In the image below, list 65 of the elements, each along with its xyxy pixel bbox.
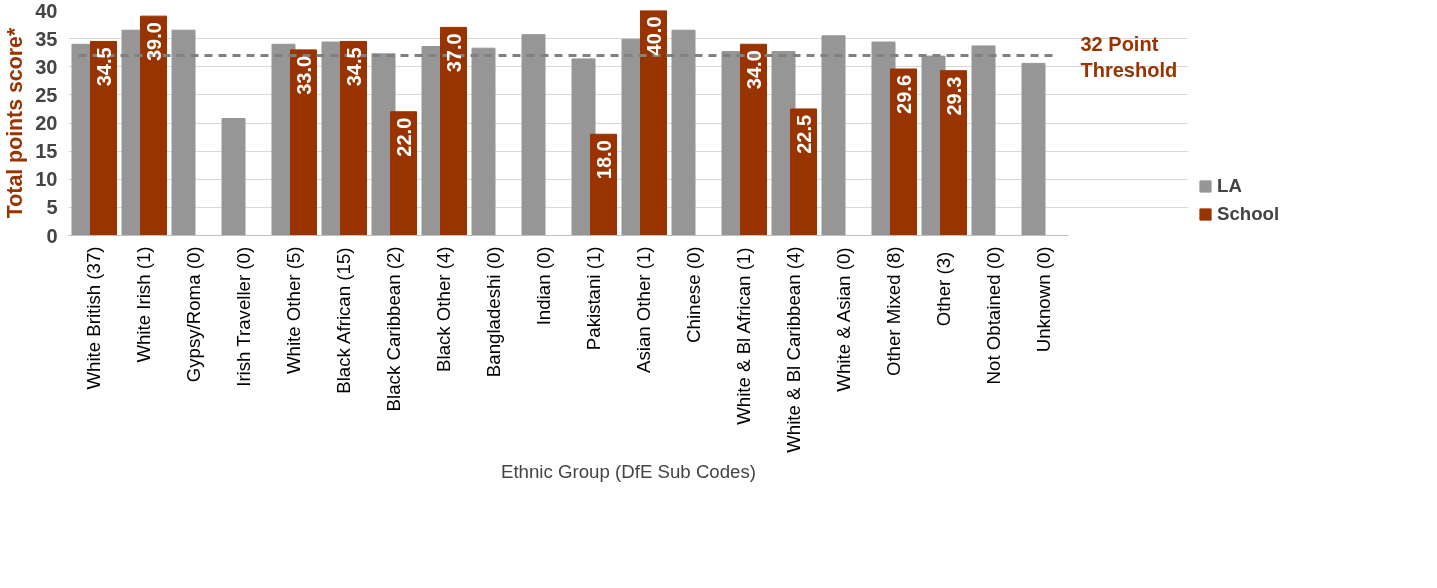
bar — [521, 34, 546, 236]
bar — [740, 43, 767, 236]
legend-label: LA — [1217, 175, 1242, 197]
bar — [940, 70, 967, 236]
y-tick-label: 25 — [35, 83, 58, 106]
bar — [90, 40, 117, 236]
x-tick-label: Not Obtained (0) — [983, 246, 1004, 385]
y-tick-label: 20 — [35, 112, 58, 134]
bar — [640, 10, 667, 236]
x-tick-label: White Other (5) — [283, 246, 304, 375]
legend-label: School — [1217, 203, 1280, 225]
data-label: 34.5 — [92, 47, 115, 87]
data-label: 39.0 — [142, 22, 165, 62]
bar — [290, 49, 317, 236]
data-label: 22.0 — [392, 117, 415, 157]
bar — [821, 35, 846, 236]
ref-line-label: 32 Point Threshold — [1080, 32, 1178, 81]
y-tick-label: 0 — [46, 224, 58, 247]
x-tick-label: White Irish (1) — [133, 246, 154, 363]
y-tick-label: 40 — [35, 0, 58, 22]
data-label: 37.0 — [442, 33, 465, 73]
x-tick-label: Black African (15) — [333, 247, 354, 394]
x-tick-label: Other (3) — [933, 251, 954, 327]
bar — [671, 29, 696, 236]
x-tick-label: White & Bl Caribbean (4) — [783, 246, 804, 453]
y-tick-label: 35 — [35, 27, 58, 50]
y-axis-title: Total points score* — [3, 27, 28, 219]
data-label: 18.0 — [592, 140, 615, 180]
bar — [340, 40, 367, 236]
data-label: 29.6 — [892, 74, 915, 114]
x-tick-label: Unknown (0) — [1033, 246, 1054, 353]
data-label: 29.3 — [942, 76, 965, 116]
bar — [471, 47, 496, 236]
y-tick-label: 30 — [35, 55, 58, 78]
x-tick-label: Black Other (4) — [433, 246, 454, 372]
data-label: 34.5 — [342, 47, 365, 87]
x-tick-label: Irish Traveller (0) — [233, 246, 254, 387]
bar — [971, 45, 996, 236]
bar — [390, 111, 417, 236]
x-tick-label: Other Mixed (8) — [883, 246, 904, 377]
bar — [890, 68, 917, 236]
data-label: 22.5 — [792, 114, 815, 154]
x-tick-label: Bangladeshi (0) — [483, 246, 504, 378]
x-tick-label: Gypsy/Roma (0) — [183, 246, 204, 383]
bar — [140, 15, 167, 236]
data-label: 40.0 — [642, 16, 665, 56]
bar — [440, 26, 467, 236]
x-axis-title: Ethnic Group (DfE Sub Codes) — [500, 460, 757, 482]
y-tick-label: 15 — [35, 140, 58, 163]
bar — [790, 108, 817, 236]
y-tick-label: 5 — [46, 196, 58, 219]
bar — [221, 118, 246, 236]
x-tick-label: Pakistani (1) — [583, 246, 604, 351]
x-tick-label: Chinese (0) — [683, 246, 704, 343]
bar — [171, 29, 196, 236]
x-tick-label: Asian Other (1) — [633, 246, 654, 373]
x-tick-label: Indian (0) — [533, 246, 554, 326]
bar — [1021, 62, 1046, 236]
x-tick-label: White & Bl African (1) — [733, 247, 754, 425]
data-label: 33.0 — [292, 55, 315, 95]
y-tick-label: 10 — [35, 168, 58, 191]
x-tick-label: Black Caribbean (2) — [383, 246, 404, 412]
x-tick-label: White & Asian (0) — [833, 247, 854, 392]
data-label: 34.0 — [742, 50, 765, 90]
x-tick-label: White British (37) — [83, 246, 104, 390]
